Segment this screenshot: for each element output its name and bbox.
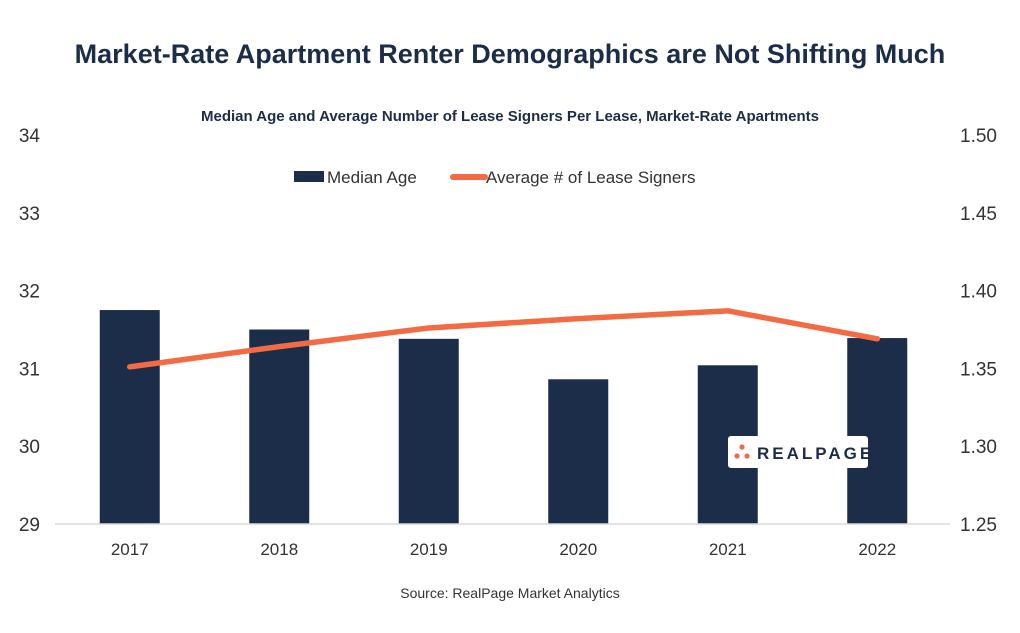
x-axis: 2017 2018 2019 2020 2021 2022 bbox=[111, 540, 896, 559]
logo-text: REALPAGE bbox=[757, 444, 874, 463]
line-lease-signers bbox=[127, 308, 880, 370]
y-left-tick-label: 29 bbox=[19, 515, 40, 536]
x-tick-label: 2018 bbox=[260, 540, 298, 559]
logo-background bbox=[728, 436, 868, 468]
y-left-tick-label: 30 bbox=[19, 437, 40, 458]
logo-dot-top bbox=[739, 444, 745, 450]
line-series-lease-signers bbox=[127, 308, 880, 370]
y-left-tick-label: 32 bbox=[19, 282, 40, 303]
x-tick-label: 2020 bbox=[559, 540, 597, 559]
bar-series-median-age bbox=[99, 310, 908, 524]
x-tick-label: 2021 bbox=[709, 540, 747, 559]
x-tick-label: 2022 bbox=[858, 540, 896, 559]
y-axis-left: 29 30 31 32 33 34 bbox=[19, 126, 41, 536]
bar-median-age-2017 bbox=[99, 310, 160, 524]
bar-median-age-2018 bbox=[249, 329, 310, 524]
logo-dot-left bbox=[734, 453, 740, 459]
bar-median-age-2020 bbox=[548, 379, 609, 524]
source-note: Source: RealPage Market Analytics bbox=[400, 585, 619, 601]
y-right-tick-label: 1.45 bbox=[960, 204, 997, 225]
legend: Median Age Average # of Lease Signers bbox=[294, 168, 696, 187]
x-tick-label: 2019 bbox=[410, 540, 448, 559]
realpage-logo: REALPAGE bbox=[728, 436, 874, 468]
y-right-tick-label: 1.25 bbox=[960, 515, 997, 536]
y-right-tick-label: 1.35 bbox=[960, 359, 997, 380]
legend-swatch-median-age bbox=[294, 171, 324, 182]
y-left-tick-label: 34 bbox=[19, 126, 41, 147]
legend-label-median-age: Median Age bbox=[327, 168, 417, 187]
bar-median-age-2019 bbox=[398, 338, 459, 524]
bar-median-age-2022 bbox=[847, 338, 908, 524]
chart-title: Market-Rate Apartment Renter Demographic… bbox=[75, 39, 946, 69]
y-left-tick-label: 33 bbox=[19, 204, 40, 225]
y-left-tick-label: 31 bbox=[19, 359, 40, 380]
logo-dot-right bbox=[744, 453, 750, 459]
legend-label-lease-signers: Average # of Lease Signers bbox=[486, 168, 696, 187]
y-right-tick-label: 1.50 bbox=[960, 126, 997, 147]
x-tick-label: 2017 bbox=[111, 540, 149, 559]
y-right-tick-label: 1.40 bbox=[960, 282, 997, 303]
y-axis-right: 1.25 1.30 1.35 1.40 1.45 1.50 bbox=[960, 126, 997, 536]
chart-subtitle: Median Age and Average Number of Lease S… bbox=[201, 108, 819, 125]
y-right-tick-label: 1.30 bbox=[960, 437, 997, 458]
